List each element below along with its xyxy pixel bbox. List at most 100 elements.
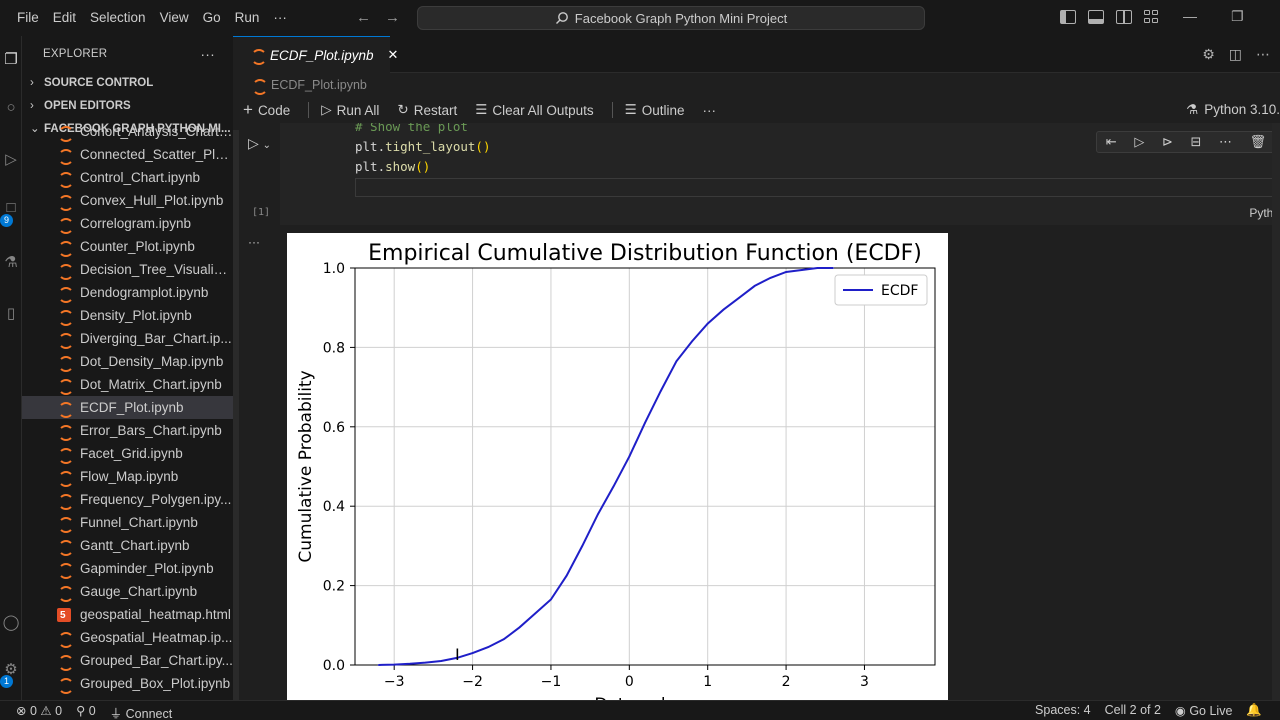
file-item[interactable]: Grouped_Bar_Chart.ipy...: [22, 649, 233, 672]
file-item[interactable]: Dot_Matrix_Chart.ipynb: [22, 373, 233, 396]
code-line-show: plt.show(): [355, 157, 490, 177]
back-arrow-icon[interactable]: ←: [356, 9, 371, 26]
explorer-icon[interactable]: ❐: [4, 51, 18, 68]
notebook-file-icon: [57, 447, 74, 464]
connect-status[interactable]: ⏚ Connect: [110, 703, 173, 720]
file-item[interactable]: Flow_Map.ipynb: [22, 465, 233, 488]
toolbar-more-button[interactable]: ···: [702, 102, 717, 118]
extensions-icon[interactable]: ▯: [6, 305, 16, 322]
kernel-picker[interactable]: ⚗ Python 3.10.: [1186, 102, 1280, 118]
file-item[interactable]: Facet_Grid.ipynb: [22, 442, 233, 465]
file-item[interactable]: Convex_Hull_Plot.ipynb: [22, 189, 233, 212]
delete-cell-icon[interactable]: 🗑: [1249, 134, 1267, 149]
file-item[interactable]: Connected_Scatter_Plot...: [22, 143, 233, 166]
x-tick-label: 1: [703, 674, 712, 690]
command-center-search[interactable]: Facebook Graph Python Mini Project: [417, 6, 925, 30]
manage-gear-icon[interactable]: ⚙: [4, 661, 18, 678]
file-item[interactable]: Error_Bars_Chart.ipynb: [22, 419, 233, 442]
outline-button[interactable]: ☰ Outline: [625, 102, 685, 118]
problems-status[interactable]: ⊗ 0 ⚠ 0: [16, 703, 62, 720]
file-item[interactable]: Grouped_Box_Plot.ipynb: [22, 672, 233, 695]
add-code-cell-button[interactable]: + Code: [243, 100, 290, 120]
settings-gear-icon[interactable]: ⚙: [1202, 46, 1215, 62]
run-debug-icon[interactable]: □: [6, 198, 16, 216]
file-item[interactable]: Dendogramplot.ipynb: [22, 281, 233, 304]
close-icon[interactable]: ✕: [387, 47, 399, 62]
minimize-icon[interactable]: —: [1183, 8, 1197, 24]
ecdf-data-point: [440, 660, 442, 662]
forward-arrow-icon[interactable]: →: [385, 9, 400, 26]
menu-selection[interactable]: Selection: [90, 10, 146, 25]
menu-view[interactable]: View: [159, 10, 189, 25]
indentation-status[interactable]: Spaces: 4: [1035, 703, 1091, 717]
notebook-file-icon: [251, 78, 268, 95]
file-name: Correlogram.ipynb: [80, 216, 192, 231]
notebook-file-icon: [57, 401, 74, 418]
menu-go[interactable]: Go: [202, 10, 221, 25]
toggle-secondary-sidebar-icon[interactable]: [1116, 10, 1132, 24]
file-item[interactable]: Density_Plot.ipynb: [22, 304, 233, 327]
restart-button[interactable]: ↻ Restart: [397, 102, 457, 118]
activity-bar: ❐ ○ ▷ □ 9 ⚗ ▯ ◯ ⚙ 1: [0, 36, 22, 700]
cell-more-icon[interactable]: ⋯: [1219, 134, 1233, 149]
ports-status[interactable]: ⚲ 0: [76, 703, 96, 720]
split-editor-icon[interactable]: ◫: [1228, 46, 1242, 62]
file-item[interactable]: geospatial_heatmap.html: [22, 603, 233, 626]
file-item[interactable]: Frequency_Polygen.ipy...: [22, 488, 233, 511]
search-icon: [555, 12, 568, 24]
file-item[interactable]: Counter_Plot.ipynb: [22, 235, 233, 258]
output-more-button[interactable]: ···: [248, 235, 260, 249]
ecdf-data-point: [487, 646, 489, 648]
file-item[interactable]: Funnel_Chart.ipynb: [22, 511, 233, 534]
section-source-control[interactable]: › SOURCE CONTROL: [22, 72, 233, 95]
menu-more[interactable]: ···: [273, 10, 287, 25]
file-item[interactable]: Gauge_Chart.ipynb: [22, 580, 233, 603]
clear-outputs-button[interactable]: ☰ Clear All Outputs: [475, 102, 593, 118]
file-item[interactable]: Dot_Density_Map.ipynb: [22, 350, 233, 373]
notifications-bell-icon[interactable]: 🔔: [1246, 703, 1262, 717]
code-editor[interactable]: # Show the plot plt.tight_layout() plt.sho…: [355, 123, 490, 177]
section-open-editors[interactable]: › OPEN EDITORS: [22, 95, 233, 118]
explorer-sidebar: EXPLORER ··· › SOURCE CONTROL › OPEN EDITO…: [22, 36, 233, 700]
execute-below-icon[interactable]: ⊳: [1161, 134, 1173, 149]
more-actions-icon[interactable]: ⋯: [1256, 46, 1270, 62]
menu-file[interactable]: File: [17, 10, 39, 25]
tab-ecdf-plot[interactable]: ECDF_Plot.ipynb ✕: [233, 36, 398, 73]
restore-icon[interactable]: ❐: [1231, 8, 1244, 24]
search-icon[interactable]: ○: [6, 98, 16, 116]
toggle-panel-icon[interactable]: [1088, 10, 1104, 24]
cell-position-status[interactable]: Cell 2 of 2: [1104, 703, 1161, 717]
file-item[interactable]: Diverging_Bar_Chart.ip...: [22, 327, 233, 350]
explorer-more-button[interactable]: ···: [200, 46, 215, 62]
execute-above-icon[interactable]: ⇤: [1105, 134, 1117, 149]
execute-cell-icon[interactable]: ▷: [1134, 134, 1145, 149]
sidebar-scrollbar[interactable]: [233, 130, 239, 700]
testing-icon[interactable]: ⚗: [4, 254, 18, 271]
file-item[interactable]: Gantt_Chart.ipynb: [22, 534, 233, 557]
file-item[interactable]: Geospatial_Heatmap.ip...: [22, 626, 233, 649]
y-tick-label: 0.8: [323, 340, 345, 356]
toggle-primary-sidebar-icon[interactable]: [1060, 10, 1076, 24]
go-live-button[interactable]: ◉ Go Live: [1175, 703, 1233, 718]
menu-run[interactable]: Run: [234, 10, 260, 25]
run-all-button[interactable]: ▷ Run All: [321, 102, 379, 118]
file-item[interactable]: ECDF_Plot.ipynb: [22, 396, 233, 419]
notebook-scrollbar[interactable]: [1272, 123, 1280, 700]
search-text: Facebook Graph Python Mini Project: [574, 10, 788, 26]
customize-layout-icon[interactable]: [1144, 10, 1160, 24]
breadcrumb-file[interactable]: ECDF_Plot.ipynb: [271, 78, 367, 92]
scm-badge: 9: [0, 214, 13, 227]
split-cell-icon[interactable]: ⊟: [1190, 134, 1202, 149]
menu-edit[interactable]: Edit: [52, 10, 77, 25]
file-item[interactable]: Gapminder_Plot.ipynb: [22, 557, 233, 580]
file-item[interactable]: Control_Chart.ipynb: [22, 166, 233, 189]
account-icon[interactable]: ◯: [2, 614, 20, 631]
file-name: Flow_Map.ipynb: [80, 469, 179, 484]
file-item[interactable]: Decision_Tree_Visualisa...: [22, 258, 233, 281]
section-project[interactable]: ⌄ FACEBOOK GRAPH PYTHON MI...: [22, 118, 233, 141]
file-name: Diverging_Bar_Chart.ip...: [80, 331, 232, 346]
source-control-icon[interactable]: ▷: [5, 151, 17, 168]
file-item[interactable]: Correlogram.ipynb: [22, 212, 233, 235]
file-item[interactable]: Cohort_Analysis_Chart.i...: [22, 120, 233, 143]
run-cell-button[interactable]: ▷ ⌄: [248, 135, 272, 151]
